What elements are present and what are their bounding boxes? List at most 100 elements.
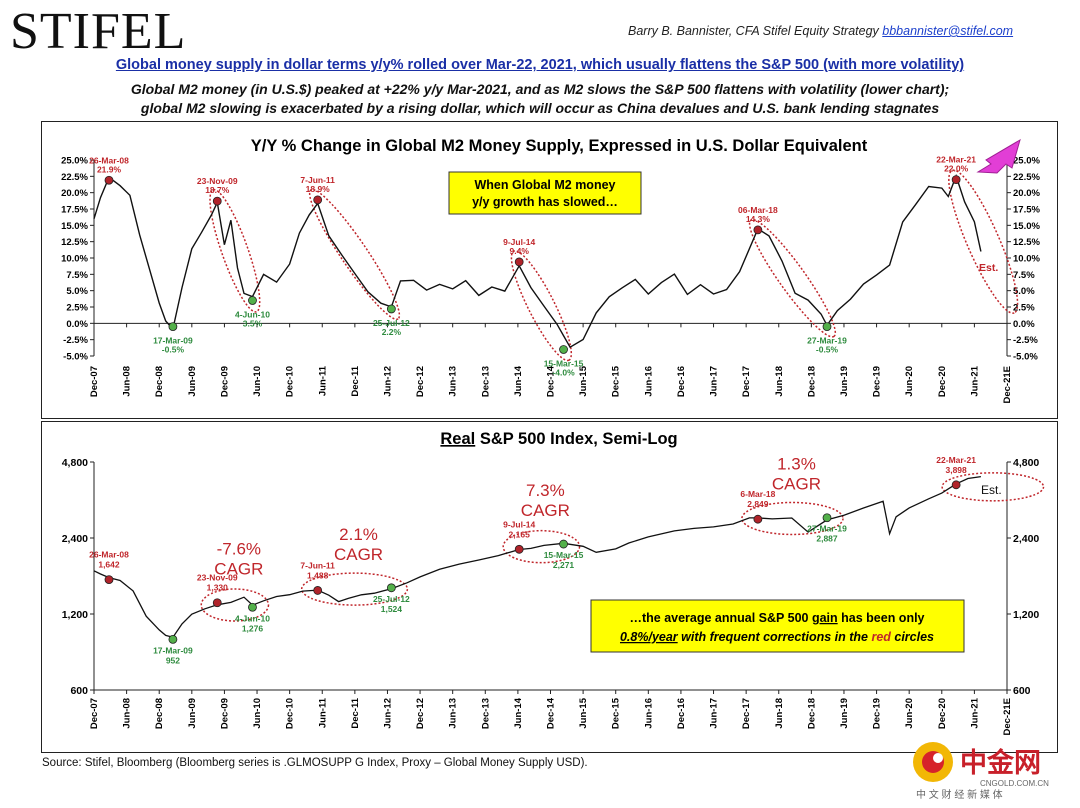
m2-trough-marker — [822, 322, 832, 332]
m2-callout-line-2: y/y growth has slowed… — [472, 195, 618, 209]
sp500-trough-marker — [386, 583, 396, 593]
m2-annotation-value: 18.9% — [306, 184, 331, 194]
sp500-x-tick-label: Jun-11 — [317, 697, 328, 728]
m2-x-tick-label: Jun-15 — [578, 365, 589, 396]
m2-y-tick-label: 2.5% — [66, 303, 88, 314]
m2-annotation-value: -4.0% — [552, 367, 575, 377]
m2-correction-oval — [748, 218, 837, 338]
sp500-x-tick-label: Jun-08 — [122, 698, 133, 729]
sp500-x-tick-label: Dec-15 — [611, 697, 622, 729]
cngold-logo-icon — [913, 742, 953, 782]
m2-x-tick-label: Dec-15 — [611, 365, 622, 397]
sp500-x-tick-label: Jun-10 — [252, 698, 263, 729]
m2-chart-title: Y/Y % Change in Global M2 Money Supply, … — [251, 137, 868, 155]
m2-x-tick-label: Jun-14 — [513, 365, 524, 396]
sp500-x-tick-label: Jun-12 — [382, 698, 393, 729]
m2-annotation-date: 25-Jul-12 — [373, 318, 410, 328]
m2-annotation-value: 2.2% — [382, 327, 402, 337]
m2-callout: When Global M2 money y/y growth has slow… — [448, 171, 642, 215]
watermark-tagline: 中 文 财 经 新 媒 体 — [916, 788, 1003, 801]
m2-y-tick-label: -5.0% — [1013, 352, 1038, 363]
sp500-annotation-value: 952 — [166, 655, 180, 665]
sp500-callout: …the average annual S&P 500 gain has bee… — [590, 599, 965, 653]
m2-peak-marker — [951, 175, 961, 184]
sp500-annotation-date: 6-Mar-18 — [740, 489, 775, 499]
m2-x-tick-label: Jun-11 — [317, 365, 328, 396]
m2-annotation-date: 23-Nov-09 — [197, 176, 238, 186]
m2-annotation-date: 15-Mar-15 — [544, 358, 584, 368]
m2-x-tick-label: Dec-08 — [154, 366, 165, 397]
m2-annotation-date: 06-Mar-18 — [738, 205, 778, 215]
sp500-correction-oval — [200, 588, 270, 622]
sp500-callout-line-1: …the average annual S&P 500 gain has bee… — [629, 611, 924, 625]
sp500-chart-panel: Real S&P 500 Index, Semi-Log 600 600 1,200… — [41, 421, 1058, 753]
sp500-x-tick-label: Jun-18 — [774, 698, 785, 729]
sp500-x-tick-label: Jun-17 — [709, 698, 720, 729]
m2-trough-marker — [386, 304, 396, 314]
sp500-x-tick-label: Dec-19 — [872, 698, 883, 729]
sp500-title-rest: S&P 500 Index, Semi-Log — [480, 430, 678, 448]
sp500-annotation-date: 22-Mar-21 — [936, 455, 976, 465]
m2-annotation-value: 9.4% — [510, 246, 530, 256]
m2-y-tick-label: 22.5% — [1013, 172, 1040, 183]
m2-x-tick-label: Dec-07 — [89, 366, 100, 397]
sp500-annotation-date: 9-Jul-14 — [503, 519, 535, 529]
m2-x-tick-label: Jun-16 — [643, 366, 654, 397]
m2-x-tick-label: Dec-09 — [219, 366, 230, 397]
sp500-annotation-value: 2,271 — [553, 560, 575, 570]
sp500-x-tick-label: Jun-16 — [643, 698, 654, 729]
sp500-y-tick-label: 4,800 — [1013, 457, 1039, 469]
m2-correction-oval — [308, 188, 401, 321]
sp500-x-tick-label: Dec-09 — [219, 698, 230, 729]
sp500-annotation-value: 2,849 — [747, 499, 769, 509]
m2-trough-marker — [559, 345, 568, 354]
m2-x-tick-label: Dec-19 — [872, 366, 883, 397]
sp500-x-tick-label: Jun-21 — [969, 697, 980, 728]
sp500-x-tick-label: Dec-14 — [546, 697, 557, 729]
m2-x-tick-label: Dec-11 — [350, 365, 361, 396]
sp500-x-tick-label: Dec-12 — [415, 698, 426, 729]
sp500-x-tick-label: Dec-07 — [89, 698, 100, 729]
sp500-annotation-date: 26-Mar-08 — [89, 550, 129, 560]
sp500-x-tick-label: Jun-09 — [187, 698, 198, 729]
m2-y-tick-label: 17.5% — [1013, 205, 1040, 216]
m2-x-tick-label: Dec-12 — [415, 366, 426, 397]
sp500-x-tick-label: Dec-10 — [285, 698, 296, 729]
m2-y-tick-label: 25.0% — [61, 156, 88, 167]
sp500-x-tick-label: Dec-13 — [480, 698, 491, 729]
m2-x-tick-label: Jun-19 — [839, 366, 850, 397]
m2-y-tick-label: 10.0% — [61, 254, 88, 265]
sp500-annotation-date: 25-Jul-12 — [373, 594, 410, 604]
m2-y-tick-label: 15.0% — [61, 221, 88, 232]
author-email-link[interactable]: bbbannister@stifel.com — [882, 24, 1014, 38]
sp500-y-tick-label: 1,200 — [1013, 609, 1039, 621]
author-line: Barry B. Bannister, CFA Stifel Equity St… — [628, 24, 1013, 38]
subtitle: Global M2 money (in U.S.$) peaked at +22… — [0, 80, 1080, 118]
m2-y-tick-label: 2.5% — [1013, 303, 1035, 314]
sp500-y-tick-label: 2,400 — [62, 533, 88, 545]
m2-annotation-date: 9-Jul-14 — [503, 237, 535, 247]
cagr-label: CAGR — [334, 545, 383, 564]
sp500-callout-box — [590, 599, 965, 653]
sp500-x-tick-label: Dec-20 — [937, 698, 948, 729]
sp500-annotation-value: 3,898 — [945, 465, 967, 475]
watermark-cn: 中金网 — [960, 747, 1041, 778]
cagr-label: CAGR — [772, 475, 821, 494]
m2-peak-marker — [313, 195, 323, 205]
m2-annotation-value: 22.0% — [944, 164, 969, 174]
sp500-annotation-date: 23-Nov-09 — [197, 573, 238, 583]
sp500-y-tick-label: 600 — [70, 685, 88, 697]
sp500-y-tick-label: 1,200 — [62, 609, 88, 621]
cagr-percent: 7.3% — [526, 481, 565, 500]
sp500-annotation-date: 15-Mar-15 — [544, 550, 584, 560]
m2-chart-panel: Y/Y % Change in Global M2 Money Supply, … — [41, 121, 1058, 419]
sp500-annotation-date: 17-Mar-09 — [153, 645, 193, 655]
m2-chart: Y/Y % Change in Global M2 Money Supply, … — [61, 137, 1040, 404]
m2-y-tick-label: 15.0% — [1013, 221, 1040, 232]
m2-series-line — [93, 173, 982, 349]
sp500-x-tick-label: Dec-17 — [741, 698, 752, 729]
m2-trough-marker — [168, 322, 178, 332]
pink-arrow-icon — [976, 138, 1021, 174]
m2-x-tick-label: Dec-13 — [480, 366, 491, 397]
sp500-trough-marker — [168, 634, 178, 644]
